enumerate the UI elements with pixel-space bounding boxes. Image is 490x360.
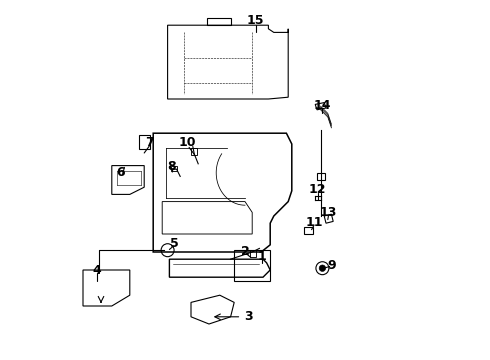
Text: 5: 5 [171, 237, 179, 250]
Text: 11: 11 [305, 216, 323, 229]
Text: 12: 12 [308, 183, 326, 196]
Text: 3: 3 [245, 310, 253, 323]
Text: 13: 13 [320, 206, 337, 219]
Text: 4: 4 [92, 264, 101, 276]
Text: 6: 6 [117, 166, 125, 179]
Bar [234, 250, 270, 281]
Bar [139, 135, 149, 149]
Circle shape [319, 265, 326, 271]
Text: 9: 9 [328, 259, 337, 272]
Text: 8: 8 [167, 160, 176, 173]
Text: 7: 7 [145, 136, 154, 149]
Bar [304, 227, 314, 234]
Text: 10: 10 [179, 136, 196, 149]
Text: 15: 15 [247, 14, 265, 27]
Text: 14: 14 [313, 99, 331, 112]
Bar [317, 173, 325, 180]
Text: 2: 2 [242, 245, 250, 258]
Bar [171, 166, 176, 171]
Bar [191, 148, 197, 155]
Text: 1: 1 [258, 250, 267, 263]
